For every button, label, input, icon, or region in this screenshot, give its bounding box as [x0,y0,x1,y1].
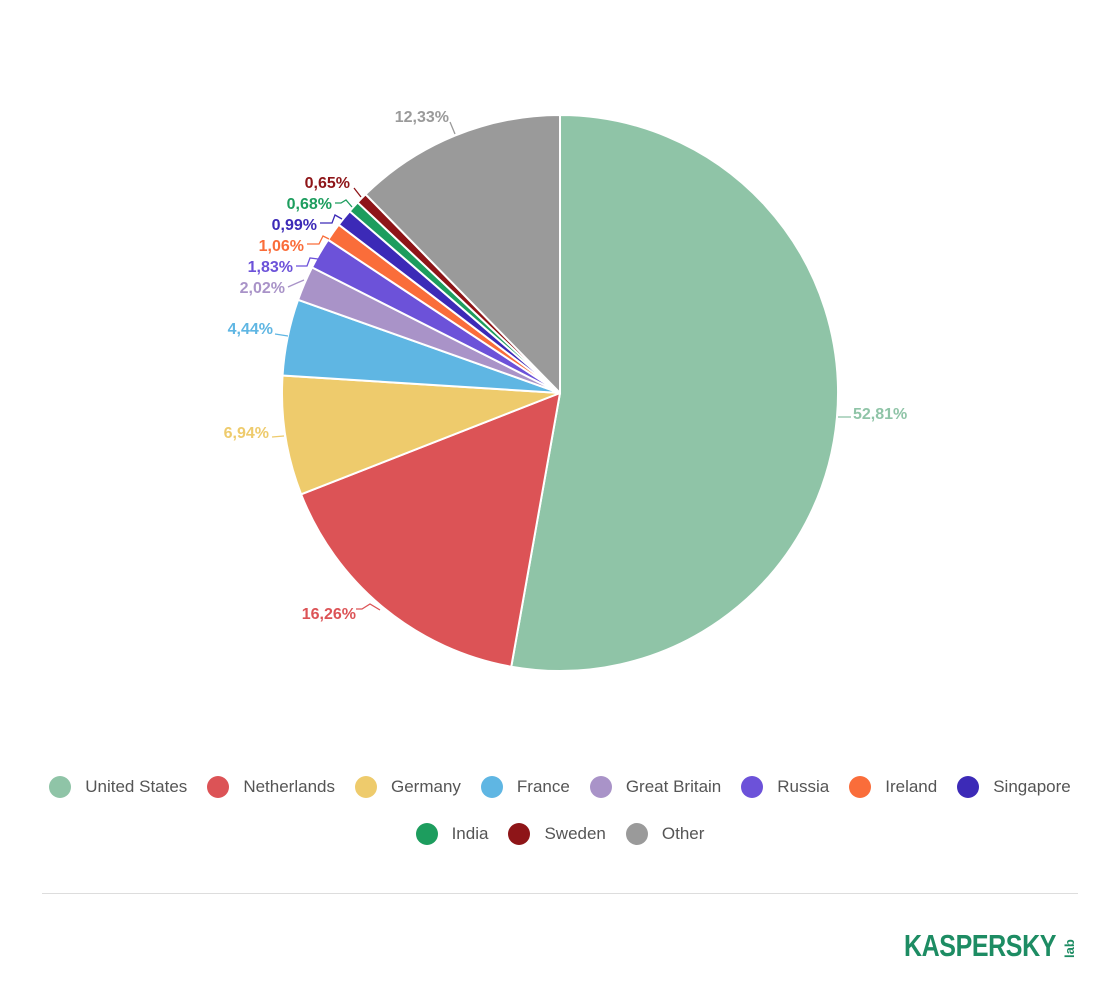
legend-swatch [741,776,764,798]
leader-line-france [274,333,289,337]
leader-line-russia [296,257,319,267]
legend-label: Singapore [993,777,1071,796]
legend-label: Netherlands [243,777,335,796]
label-leader-lines [271,121,851,611]
legend-label: Sweden [544,824,606,843]
leader-line-sweden [353,187,362,198]
legend-item-france: France [480,776,570,798]
legend-label: France [516,777,570,796]
slice-label-france: 4,44% [228,321,273,338]
kaspersky-lab-logo: KASPERSKY lab [904,928,1077,963]
pie-slice-united-states [510,114,839,672]
legend-swatch [354,776,377,798]
slice-label-ireland: 1,06% [259,238,304,255]
leader-line-ireland [307,235,330,245]
legend-label: Ireland [885,777,938,796]
pie-slice-germany [281,374,561,496]
legend-label: Great Britain [625,777,722,796]
legend-item-great-britain: Great Britain [589,776,722,798]
slice-value-labels: 52,81% 16,26% 6,94% 4,44% 2,02% 1,83% 1,06% 0,9… [224,109,908,623]
slice-label-netherlands: 16,26% [302,606,356,623]
legend-row-2: India Sweden Other [30,823,1090,845]
legend-item-india: India [415,823,489,845]
legend-label: United States [85,777,188,796]
slice-label-india: 0,68% [287,196,332,213]
leader-line-great-britain [287,279,305,288]
legend-item-russia: Russia [741,776,829,798]
legend-swatch [625,823,648,845]
slice-label-sweden: 0,65% [305,175,350,192]
leader-line-netherlands [356,603,381,611]
legend-item-germany: Germany [354,776,461,798]
legend-label: Germany [390,777,461,796]
legend-row-1: United States Netherlands Germany France Gre… [30,776,1090,798]
footer-divider [42,893,1078,894]
logo-wordmark: KASPERSKY [904,928,1057,963]
leader-line-india [335,199,353,208]
legend-swatch [207,776,230,798]
legend-swatch [480,776,503,798]
leader-line-singapore [320,214,343,224]
slice-label-germany: 6,94% [224,425,269,442]
legend-label: India [451,824,489,843]
legend-swatch [49,776,72,798]
legend-swatch [589,776,612,798]
slice-label-united-states: 52,81% [853,406,907,423]
leader-line-germany [271,435,285,438]
slice-label-singapore: 0,99% [272,217,317,234]
logo-sub-mark: lab [1062,939,1077,958]
legend-swatch [508,823,531,845]
legend-item-netherlands: Netherlands [207,776,335,798]
leader-line-other [449,121,456,135]
slice-label-russia: 1,83% [248,259,293,276]
legend-item-ireland: Ireland [849,776,937,798]
legend-item-united-states: United States [49,776,187,798]
legend-label: Russia [777,777,830,796]
legend-label: Other [661,824,705,843]
legend-item-singapore: Singapore [957,776,1071,798]
pie-slice-other [364,114,561,394]
slice-label-other: 12,33% [395,109,449,126]
pie-slices [281,114,839,672]
legend-swatch [415,823,438,845]
slice-label-great-britain: 2,02% [240,280,285,297]
legend-item-sweden: Sweden [508,823,606,845]
legend-swatch [957,776,980,798]
legend-swatch [849,776,872,798]
pie-slice-netherlands [300,392,561,668]
legend-item-other: Other [625,823,705,845]
